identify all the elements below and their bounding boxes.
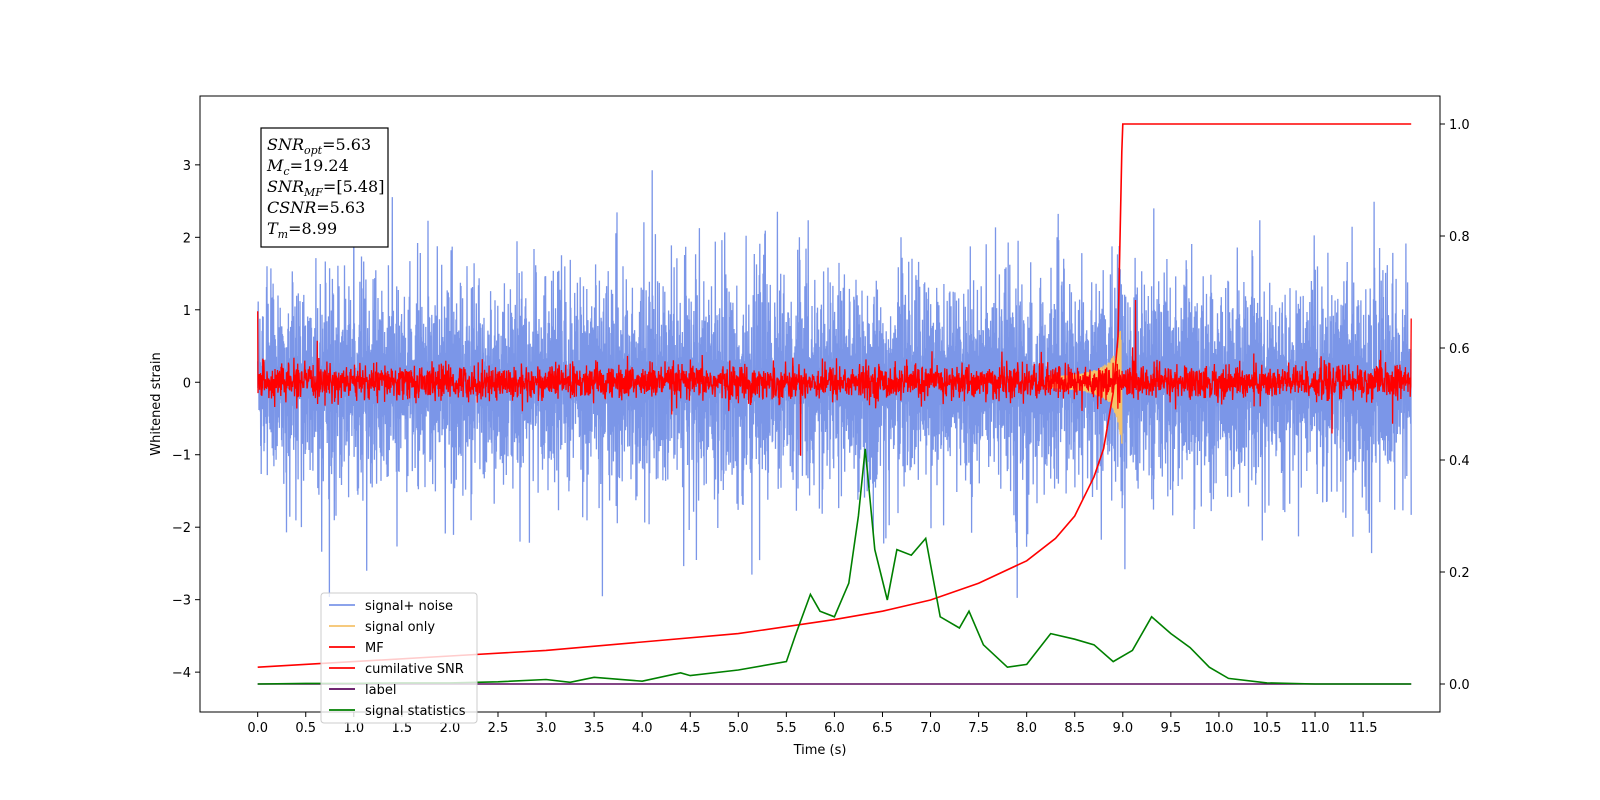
y-axis-ticks: 3 2 1 0 −1 −2 −3 −4 [172, 159, 200, 681]
y-tick-label: −4 [172, 666, 191, 681]
series-mf-line [257, 299, 1412, 456]
x-tick-label: 4.5 [680, 721, 701, 736]
y-tick-label: −3 [172, 594, 191, 609]
x-tick-label: 11.5 [1349, 721, 1378, 736]
x-axis-label: Time (s) [793, 743, 847, 758]
annotation-box: SNRopt=5.63Mc=19.24SNRMF=[5.48]CSNR=5.63… [260, 127, 389, 248]
annotation-line: Tm=8.99 [267, 219, 337, 241]
y2-axis-ticks: 1.0 0.8 0.6 0.4 0.2 0.0 [1440, 118, 1470, 693]
legend-label: label [365, 683, 396, 698]
x-tick-label: 1.5 [392, 721, 413, 736]
x-tick-label: 0.5 [295, 721, 316, 736]
legend-frame [320, 592, 478, 724]
x-tick-label: 7.0 [920, 721, 941, 736]
y-axis-label: Whitened strain [149, 352, 164, 455]
x-tick-label: 3.5 [584, 721, 605, 736]
x-tick-label: 1.0 [343, 721, 364, 736]
x-tick-label: 8.5 [1064, 721, 1085, 736]
x-tick-label: 5.5 [776, 721, 797, 736]
x-tick-label: 11.0 [1301, 721, 1330, 736]
series-signal-statistics-line [257, 448, 1412, 685]
y-tick-label: 2 [183, 231, 191, 246]
x-tick-label: 8.0 [1016, 721, 1037, 736]
x-tick-label: 5.0 [728, 721, 749, 736]
x-tick-label: 9.5 [1161, 721, 1182, 736]
y2-tick-label: 0.4 [1449, 454, 1470, 469]
y-tick-label: 0 [183, 376, 191, 391]
series-cumilative-snr-line [257, 123, 1412, 668]
y-tick-label: 3 [183, 159, 191, 174]
legend-label: signal only [365, 620, 435, 635]
x-axis-ticks: 0.0 0.5 1.0 1.5 2.0 2.5 3.0 3.5 4.0 4.5 5.0 5.5 6.0 6… [247, 712, 1378, 736]
legend-label: MF [365, 641, 384, 656]
y2-tick-label: 0.8 [1449, 230, 1470, 245]
y2-tick-label: 0.0 [1449, 678, 1470, 693]
y-tick-label: −2 [172, 521, 191, 536]
x-tick-label: 2.5 [488, 721, 509, 736]
x-tick-label: 6.5 [872, 721, 893, 736]
legend-label: cumilative SNR [365, 662, 464, 677]
annotation-line: SNRMF=[5.48] [267, 177, 384, 199]
legend-label: signal+ noise [365, 599, 453, 614]
y-tick-label: 1 [183, 304, 191, 319]
x-tick-label: 3.0 [536, 721, 557, 736]
x-tick-label: 7.5 [968, 721, 989, 736]
y2-tick-label: 0.6 [1449, 342, 1470, 357]
y2-tick-label: 0.2 [1449, 566, 1470, 581]
x-tick-label: 10.5 [1253, 721, 1282, 736]
legend: signal+ noise signal only MF cumilative SNR… [320, 592, 478, 724]
x-tick-label: 2.0 [440, 721, 461, 736]
y-tick-label: −1 [172, 449, 191, 464]
annotation-line: SNRopt=5.63 [267, 135, 371, 157]
x-tick-label: 0.0 [247, 721, 268, 736]
plot-frame [199, 95, 1441, 713]
annotation-line: Mc=19.24 [266, 156, 349, 178]
annotation-frame [260, 127, 389, 248]
x-tick-label: 6.0 [824, 721, 845, 736]
legend-label: signal statistics [365, 704, 466, 719]
x-tick-label: 9.0 [1112, 721, 1133, 736]
y2-tick-label: 1.0 [1449, 118, 1470, 133]
x-tick-label: 4.0 [632, 721, 653, 736]
annotation-line: CSNR=5.63 [267, 198, 365, 217]
x-tick-label: 10.0 [1204, 721, 1233, 736]
